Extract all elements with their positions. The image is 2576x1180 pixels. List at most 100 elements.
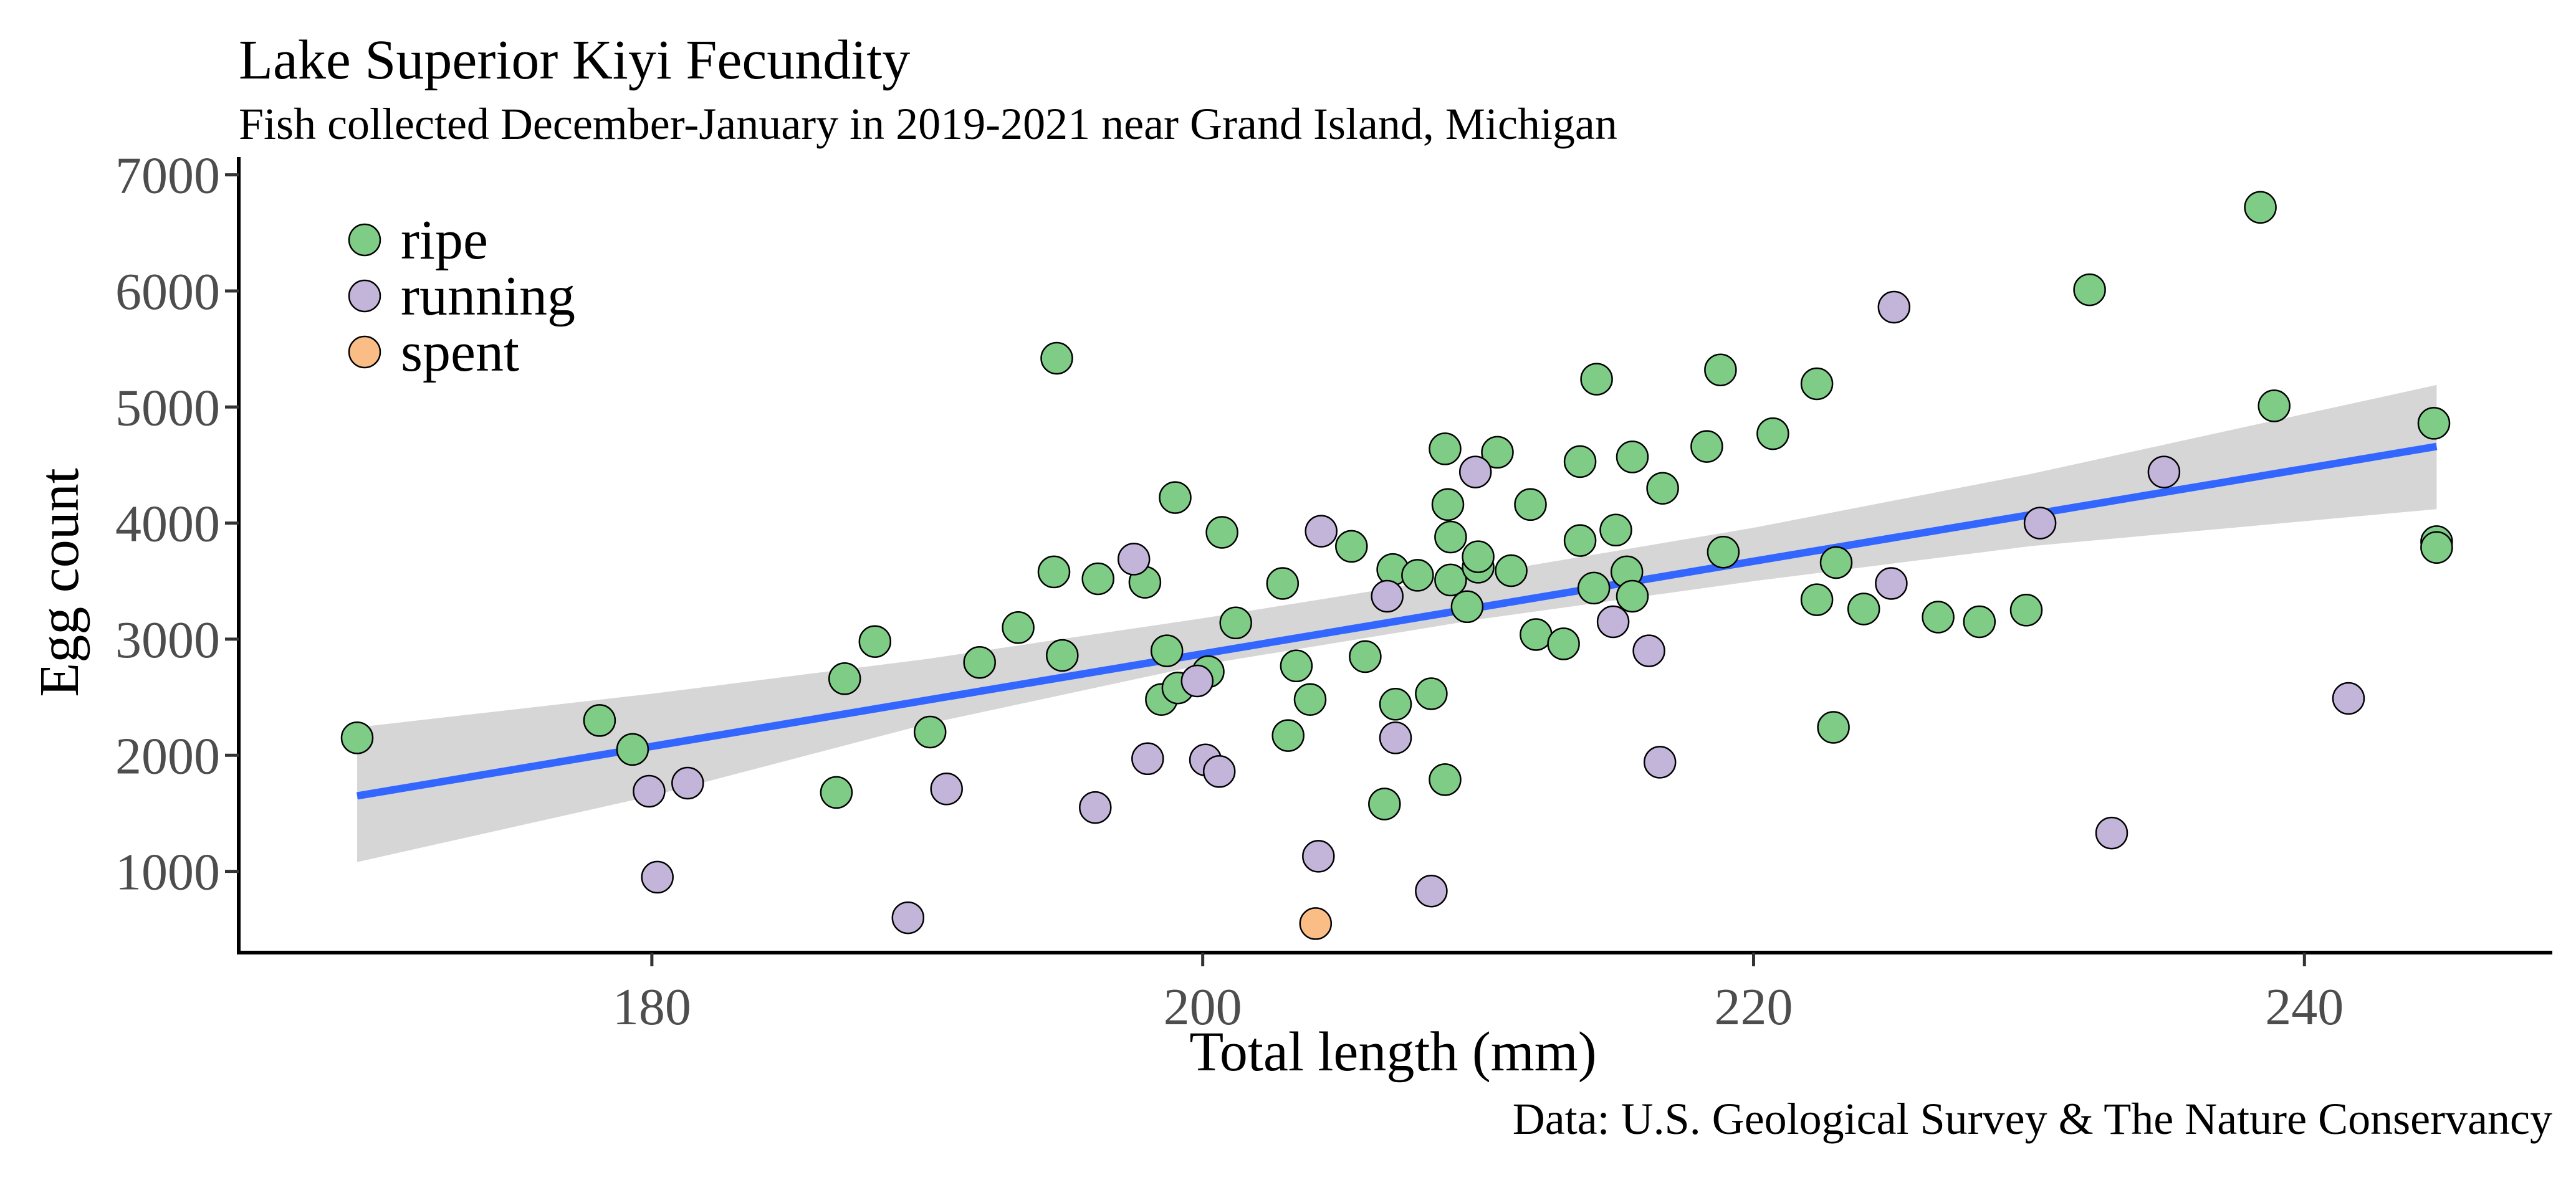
point-ripe (1429, 432, 1462, 465)
point-ripe (1462, 540, 1495, 573)
point-ripe (1563, 524, 1597, 557)
point-running (1643, 746, 1677, 779)
point-ripe (1271, 719, 1305, 752)
point-running (2095, 816, 2128, 850)
point-ripe (1205, 516, 1238, 549)
point-running (1379, 721, 1412, 754)
legend-key-spent (348, 335, 381, 369)
legend-label-spent: spent (401, 321, 519, 383)
y-tick-label: 4000 (115, 495, 220, 553)
point-ripe (1646, 472, 1679, 505)
axes-layer: 180 200 220 240 1000 2000 3000 4000 5000 6000 7000 (115, 147, 2552, 1036)
y-tick-label: 6000 (115, 263, 220, 321)
point-ripe (1800, 583, 1834, 616)
point-ripe (1817, 711, 1850, 744)
legend-label-ripe: ripe (401, 209, 488, 271)
point-ripe (913, 715, 947, 749)
point-running (2023, 507, 2057, 540)
point-running (930, 773, 963, 806)
point-running (1202, 755, 1236, 788)
point-ripe (1547, 627, 1580, 660)
point-ripe (1040, 341, 1073, 375)
point-ripe (1434, 563, 1467, 597)
point-ripe (1450, 590, 1484, 624)
point-ripe (1922, 601, 1955, 634)
point-ripe (1335, 530, 1368, 563)
point-running (1415, 874, 1448, 908)
x-tick-label: 240 (2265, 978, 2344, 1036)
point-ripe (1046, 639, 1079, 672)
point-ripe (858, 625, 892, 658)
y-axis-title: Egg count (29, 468, 90, 697)
point-running (1305, 515, 1338, 548)
point-ripe (1349, 640, 1382, 673)
point-ripe (616, 733, 649, 766)
point-ripe (1704, 353, 1737, 386)
point-ripe (1280, 649, 1313, 683)
point-ripe (2073, 273, 2106, 307)
point-ripe (1434, 520, 1467, 554)
x-tick-label: 220 (1714, 978, 1793, 1036)
point-ripe (1081, 562, 1114, 596)
y-tick-label: 5000 (115, 379, 220, 437)
chart-title: Lake Superior Kiyi Fecundity (239, 29, 910, 91)
point-ripe (1415, 677, 1448, 710)
point-ripe (828, 662, 861, 695)
x-tick-label: 180 (613, 978, 691, 1036)
point-ripe (1800, 367, 1834, 401)
point-ripe (1401, 559, 1434, 592)
point-running (1875, 567, 1908, 600)
point-ripe (1037, 555, 1071, 589)
legend-key-running (348, 279, 381, 313)
point-ripe (1563, 445, 1597, 478)
point-running (1079, 791, 1112, 824)
point-ripe (1002, 611, 1035, 644)
point-ripe (1514, 488, 1547, 521)
point-running (633, 774, 666, 808)
point-ripe (1690, 430, 1723, 463)
point-ripe (2420, 531, 2453, 564)
point-running (891, 901, 925, 935)
chart-caption: Data: U.S. Geological Survey & The Natur… (1513, 1094, 2552, 1144)
point-ripe (963, 645, 996, 679)
y-tick-label: 1000 (115, 844, 220, 902)
point-ripe (1756, 417, 1789, 450)
point-ripe (2009, 594, 2043, 627)
y-tick-label: 7000 (115, 147, 220, 205)
point-ripe (2244, 191, 2277, 224)
point-running (1131, 742, 1164, 776)
x-tick-label: 200 (1164, 978, 1242, 1036)
point-ripe (820, 776, 853, 809)
x-axis-title: Total length (mm) (1189, 1021, 1597, 1083)
point-ripe (1159, 481, 1192, 514)
points-layer (340, 191, 2453, 940)
point-running (2147, 455, 2181, 488)
point-ripe (1429, 763, 1462, 796)
legend-key-ripe (348, 223, 381, 257)
point-ripe (1431, 488, 1465, 521)
fit-line-layer (357, 442, 2438, 800)
point-running (641, 860, 674, 894)
point-ripe (1819, 546, 1853, 579)
point-running (1371, 579, 1404, 613)
point-ripe (2258, 389, 2291, 422)
point-spent (1299, 907, 1333, 940)
point-ripe (1481, 435, 1514, 469)
point-running (2332, 682, 2365, 715)
point-running (1458, 455, 1492, 488)
point-ripe (1707, 535, 1740, 569)
point-ripe (1495, 554, 1528, 588)
point-running (1632, 634, 1665, 667)
legend-label-running: running (401, 265, 575, 327)
point-ripe (583, 704, 616, 737)
point-ripe (1150, 634, 1184, 667)
chart-subtitle: Fish collected December-January in 2019-… (239, 99, 1617, 149)
point-ripe (1580, 363, 1613, 396)
y-tick-label: 2000 (115, 727, 220, 785)
point-ripe (1379, 688, 1412, 721)
point-ripe (1616, 579, 1649, 613)
point-ripe (1293, 683, 1327, 716)
point-ripe (1963, 605, 1996, 639)
